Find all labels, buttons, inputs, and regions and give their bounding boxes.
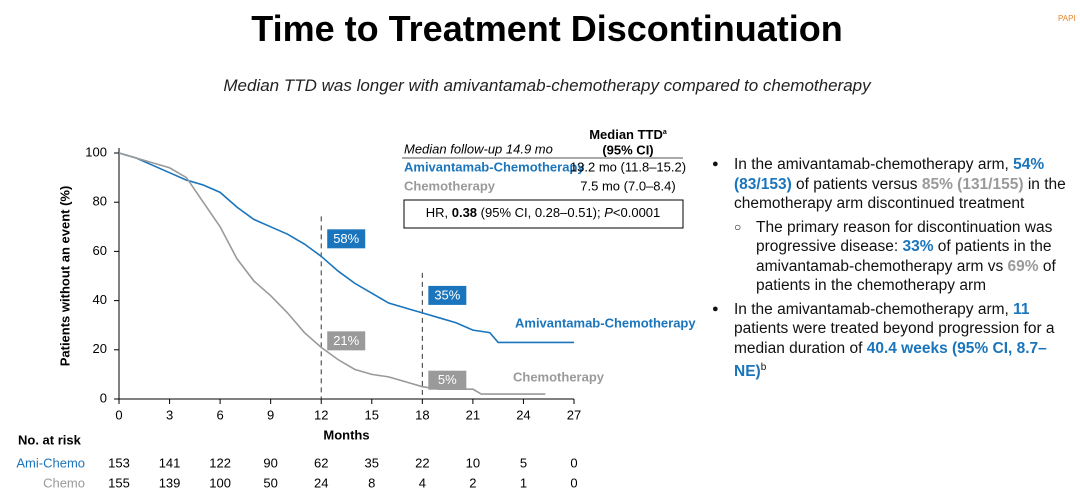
risk-value: 5 bbox=[520, 455, 527, 470]
risk-value: 0 bbox=[570, 455, 577, 470]
bullet-sup: b bbox=[760, 362, 767, 373]
follow-up: Median follow-up 14.9 mo bbox=[404, 141, 553, 156]
median-header-text: Median TTD bbox=[589, 127, 663, 142]
series-label: Amivantamab-Chemotherapy bbox=[515, 315, 696, 330]
bullet-text: 33% bbox=[902, 238, 934, 255]
median-row-value: 13.2 mo (11.8–15.2) bbox=[570, 159, 686, 174]
landmark-box bbox=[428, 285, 467, 305]
landmark-label: 35% bbox=[434, 287, 460, 302]
risk-value: 22 bbox=[415, 455, 429, 470]
bullet-text: in the chemotherapy arm discontinued tre… bbox=[734, 175, 1066, 213]
bullet-text: of patients in the chemotherapy arm bbox=[756, 257, 1056, 295]
x-tick-label: 15 bbox=[365, 407, 379, 422]
subtitle: Median TTD was longer with amivantamab-c… bbox=[223, 76, 871, 95]
risk-value: 8 bbox=[368, 475, 375, 490]
risk-value: 155 bbox=[108, 475, 130, 490]
y-tick-label: 60 bbox=[93, 243, 107, 258]
landmark-label: 21% bbox=[333, 333, 359, 348]
bullet-text: The primary reason for discontinuation w… bbox=[756, 218, 1053, 256]
risk-value: 0 bbox=[570, 475, 577, 490]
risk-value: 122 bbox=[209, 455, 231, 470]
y-tick-label: 80 bbox=[93, 194, 107, 209]
hr-ci: (95% CI, 0.28–0.51); bbox=[477, 205, 604, 220]
bullet-text: of patients versus bbox=[791, 175, 922, 193]
risk-row-label: Ami-Chemo bbox=[16, 455, 85, 470]
median-row-name: Amivantamab-Chemotherapy bbox=[404, 159, 585, 174]
bullet-text: 11 bbox=[1013, 300, 1030, 318]
y-tick-label: 20 bbox=[93, 341, 107, 356]
risk-value: 62 bbox=[314, 455, 328, 470]
x-tick-label: 3 bbox=[166, 407, 173, 422]
median-row-name: Chemotherapy bbox=[404, 178, 496, 193]
risk-value: 4 bbox=[419, 475, 426, 490]
x-tick-label: 24 bbox=[516, 407, 530, 422]
hr-p: P bbox=[604, 205, 613, 220]
risk-value: 1 bbox=[520, 475, 527, 490]
y-tick-label: 100 bbox=[85, 144, 107, 159]
risk-value: 100 bbox=[209, 475, 231, 490]
risk-value: 141 bbox=[159, 455, 181, 470]
bullet-text: In the amivantamab-chemotherapy arm, bbox=[734, 156, 1014, 173]
hr-value: 0.38 bbox=[452, 205, 477, 220]
landmark-label: 58% bbox=[333, 231, 359, 246]
x-axis-label: Months bbox=[323, 427, 369, 442]
x-tick-label: 12 bbox=[314, 407, 328, 422]
bullet-text: patients were treated beyond progression… bbox=[734, 320, 1055, 357]
km-curve bbox=[118, 152, 546, 395]
y-tick-label: 0 bbox=[100, 390, 107, 405]
risk-value: 24 bbox=[314, 475, 328, 490]
bullet-text: of patients in the amivantamab-chemother… bbox=[756, 238, 1052, 275]
landmark-box bbox=[327, 229, 366, 249]
bullet-text: 85% (131/155) bbox=[921, 175, 1024, 193]
risk-value: 50 bbox=[263, 475, 277, 490]
bullet-text: 69% bbox=[1007, 257, 1039, 275]
risk-value: 35 bbox=[365, 455, 379, 470]
km-curve bbox=[118, 152, 574, 344]
landmark-label: 5% bbox=[438, 372, 457, 387]
hr-p_value: <0.0001 bbox=[613, 205, 660, 220]
hr-text: HR, 0.38 (95% CI, 0.28–0.51); P<0.0001 bbox=[426, 205, 661, 220]
bullet-text: 40.4 weeks (95% CI, 8.7–NE) bbox=[734, 339, 1047, 381]
landmark-box bbox=[428, 370, 467, 390]
x-tick-label: 18 bbox=[415, 407, 429, 422]
y-tick-label: 40 bbox=[93, 292, 107, 307]
landmark-box bbox=[327, 331, 366, 351]
x-tick-label: 27 bbox=[567, 407, 581, 422]
risk-title: No. at risk bbox=[18, 432, 82, 447]
median-header-ci: (95% CI) bbox=[602, 142, 653, 157]
y-axis-label: Patients without an event (%) bbox=[57, 186, 72, 367]
median-header-sup: a bbox=[663, 129, 667, 136]
x-tick-label: 6 bbox=[216, 407, 223, 422]
x-tick-label: 0 bbox=[115, 407, 122, 422]
x-tick-label: 21 bbox=[466, 407, 480, 422]
bullet: In the amivantamab-chemotherapy arm, 54%… bbox=[712, 155, 1077, 296]
hr-prefix: HR, bbox=[426, 205, 452, 220]
risk-value: 90 bbox=[263, 455, 277, 470]
logo: PAPI bbox=[1058, 14, 1076, 23]
risk-value: 153 bbox=[108, 455, 130, 470]
risk-value: 10 bbox=[466, 455, 480, 470]
risk-row-label: Chemo bbox=[43, 475, 85, 490]
bullet-text: 54% (83/153) bbox=[734, 156, 1045, 193]
median-row-value: 7.5 mo (7.0–8.4) bbox=[580, 178, 675, 193]
risk-value: 139 bbox=[159, 475, 181, 490]
bullet: In the amivantamab-chemotherapy arm, 11 … bbox=[712, 300, 1077, 382]
x-tick-label: 9 bbox=[267, 407, 274, 422]
title: Time to Treatment Discontinuation bbox=[251, 8, 843, 49]
risk-value: 2 bbox=[469, 475, 476, 490]
hr-box bbox=[403, 199, 684, 229]
series-label: Chemotherapy bbox=[513, 369, 605, 384]
bullet-text: In the amivantamab-chemotherapy arm, bbox=[734, 300, 1014, 318]
bullets: In the amivantamab-chemotherapy arm, 54%… bbox=[712, 155, 1077, 386]
sub-bullet: The primary reason for discontinuation w… bbox=[734, 218, 1077, 296]
median-header: Median TTDa bbox=[589, 127, 667, 142]
